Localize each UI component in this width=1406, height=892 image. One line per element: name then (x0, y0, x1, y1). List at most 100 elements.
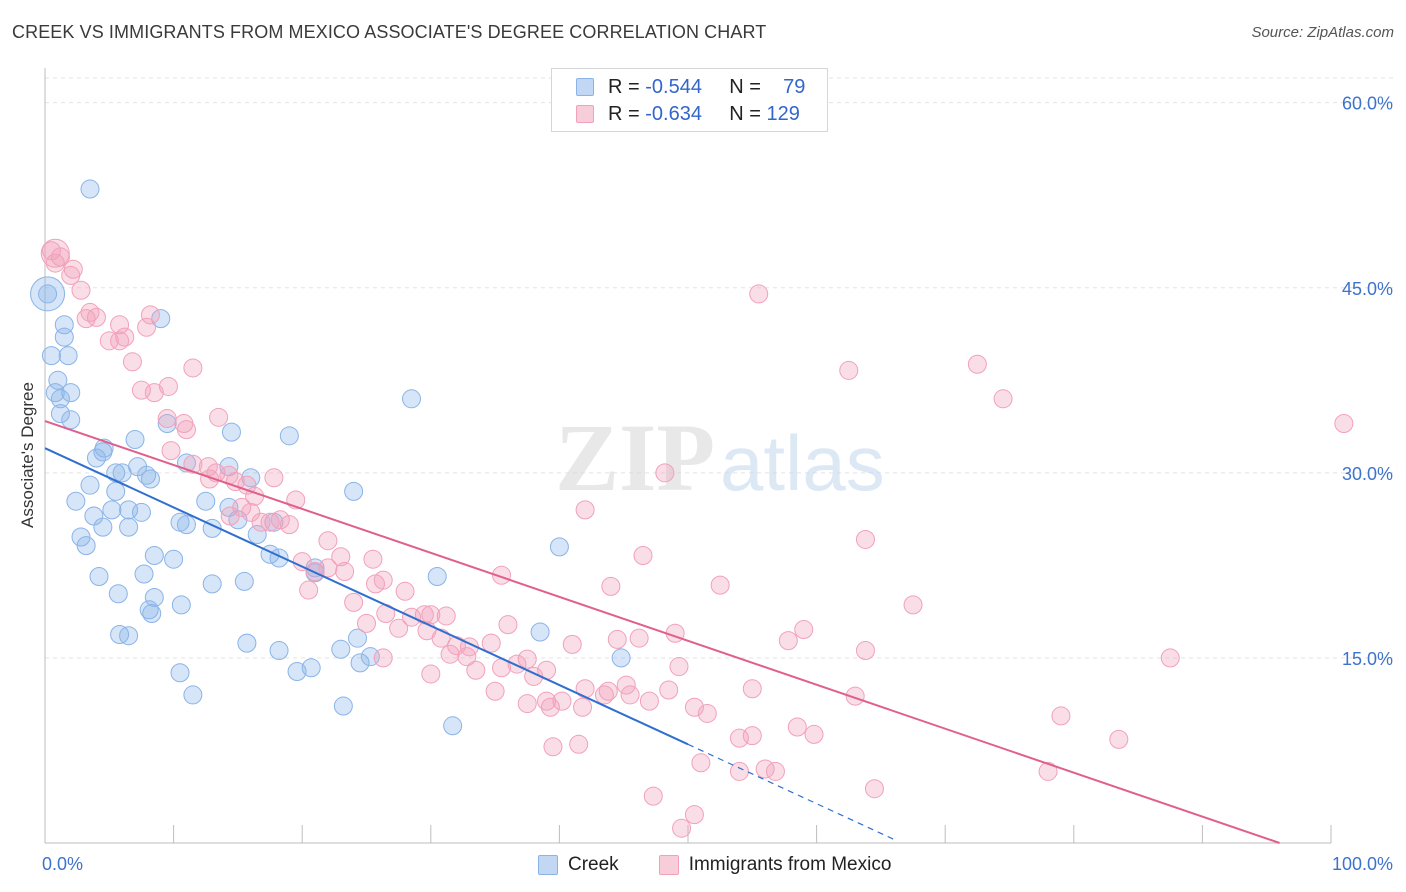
creek-point (183, 685, 203, 705)
mexico-point (517, 694, 537, 714)
mexico-point (76, 309, 96, 329)
mexico-point (573, 697, 593, 717)
creek-point (151, 309, 171, 329)
creek-point (134, 564, 154, 584)
creek-point (157, 413, 177, 433)
creek-legend-swatch (538, 855, 558, 875)
mexico-point (729, 761, 749, 781)
creek-point (196, 491, 216, 511)
y-tick-label: 45.0% (1342, 279, 1393, 299)
creek-point (50, 404, 70, 424)
mexico-point (839, 360, 859, 380)
legend-item-creek[interactable]: Creek (538, 854, 619, 876)
mexico-point (357, 613, 376, 633)
mexico-legend-swatch (658, 855, 679, 875)
creek-point (41, 346, 61, 366)
r-value: -0.544 (645, 75, 702, 98)
creek-trend-line (44, 447, 689, 746)
creek-point (76, 536, 96, 556)
mexico-point (552, 691, 572, 711)
mexico-point (729, 728, 749, 748)
mexico-point (161, 441, 181, 461)
legend-item-mexico[interactable]: Immigrants from Mexico (658, 854, 891, 876)
mexico-point (466, 660, 486, 680)
mexico-point (655, 463, 675, 483)
r-value: -0.634 (645, 102, 702, 125)
mexico-point (440, 644, 460, 664)
mexico-point (691, 753, 711, 773)
mexico-point (629, 628, 649, 648)
creek-point (80, 475, 100, 495)
creek-point (48, 370, 68, 390)
creek-point (125, 430, 145, 450)
y-tick-label: 30.0% (1342, 464, 1393, 484)
mexico-point (517, 649, 537, 669)
mexico-point (1051, 706, 1071, 726)
mexico-point (115, 327, 135, 347)
mexico-point (144, 383, 164, 403)
source-credit[interactable]: Source: ZipAtlas.com (1251, 24, 1394, 41)
mexico-point (778, 631, 798, 651)
mexico-point (61, 265, 81, 285)
mexico-point (158, 376, 178, 396)
mexico-point (1160, 648, 1180, 668)
creek-point (112, 463, 132, 483)
creek-point (269, 641, 289, 661)
y-tick-label: 15.0% (1342, 649, 1393, 669)
y-tick-label: 60.0% (1342, 94, 1393, 114)
mexico-point (389, 618, 409, 638)
mexico-point (421, 605, 441, 625)
creek-point (50, 389, 70, 409)
mexico-point (220, 506, 240, 526)
creek-point (427, 566, 447, 586)
mexico-point (498, 615, 518, 635)
mexico-point (241, 502, 261, 522)
creek-legend-label: Creek (568, 854, 619, 875)
creek-point (142, 604, 162, 623)
n-value: 129 (766, 102, 800, 125)
creek-point (347, 628, 367, 648)
mexico-point (543, 737, 563, 757)
creek-point (144, 546, 164, 566)
creek-point (202, 574, 222, 594)
mexico-point (99, 331, 119, 351)
mexico-point (71, 280, 91, 300)
creek-point (164, 549, 184, 569)
mexico-point (903, 595, 923, 615)
mexico-point (335, 562, 355, 582)
creek-point (144, 587, 164, 607)
series-legend: Creek Immigrants from Mexico (538, 852, 931, 878)
mexico-point (967, 354, 987, 374)
mexico-point (742, 679, 762, 699)
mexico-point (598, 681, 618, 701)
mexico-point (209, 407, 229, 427)
mexico-point (122, 352, 142, 372)
creek-point (611, 648, 631, 668)
mexico-point (481, 633, 501, 653)
mexico-point (86, 307, 106, 327)
mexico-point-large (40, 238, 70, 268)
mexico-point (176, 420, 196, 440)
mexico-point (616, 675, 636, 695)
creek-point (54, 327, 74, 347)
y-axis-label: Associate's Degree (18, 382, 37, 528)
creek-point (119, 517, 139, 537)
legend-row-creek: R = -0.544 N = 79 (576, 75, 805, 99)
creek-point (45, 383, 65, 403)
creek-point (86, 448, 106, 468)
creek-point (333, 696, 353, 716)
x-tick-label: 100.0% (1332, 854, 1393, 874)
mexico-point (855, 529, 875, 549)
mexico-point (299, 580, 319, 600)
mexico-point (845, 686, 865, 706)
mexico-point (540, 697, 560, 717)
creek-point (350, 653, 370, 673)
chart-title: CREEK VS IMMIGRANTS FROM MEXICO ASSOCIAT… (12, 22, 767, 42)
mexico-point (363, 549, 383, 569)
mexico-point (710, 575, 730, 595)
mexico-point (1334, 413, 1354, 433)
mexico-point (633, 546, 653, 566)
creek-point (344, 481, 364, 501)
mexico-point (855, 641, 875, 661)
